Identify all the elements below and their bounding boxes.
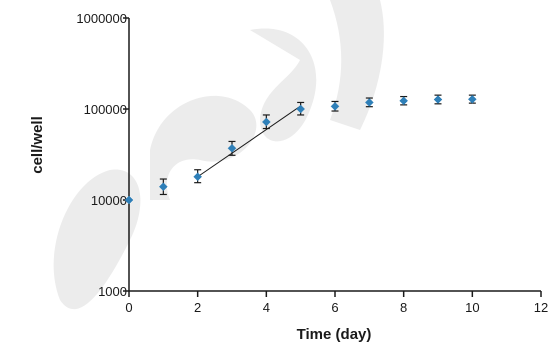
data-point [124,195,134,205]
x-tick-label: 8 [400,300,407,315]
x-tick-label: 12 [534,300,548,315]
data-point [467,94,477,104]
data-point [296,104,306,114]
data-point [399,96,409,106]
y-tick-label: 10000 [91,193,127,208]
y-axis-ticks: 1000 10000 100000 1000000 [76,11,129,299]
data-point [364,98,374,107]
x-axis-ticks: 0 2 4 6 8 10 12 [125,291,548,315]
data-point [227,143,237,153]
y-tick-label: 1000000 [76,11,127,26]
x-tick-label: 4 [263,300,270,315]
x-axis-title: Time (day) [297,326,372,343]
watermark [53,0,384,310]
x-tick-label: 2 [194,300,201,315]
y-tick-label: 100000 [84,102,127,117]
x-tick-label: 10 [465,300,479,315]
plot-area: 1000 10000 100000 1000000 0 2 4 6 8 10 12 [76,11,548,315]
data-points [124,94,477,205]
fit-line-group [197,105,301,178]
data-point [433,95,443,104]
data-point [330,101,340,111]
x-tick-label: 6 [331,300,338,315]
data-point [158,182,168,192]
y-axis-title: cell/well [29,116,46,174]
data-point [261,117,271,127]
data-point [193,172,203,182]
x-tick-label: 0 [125,300,132,315]
y-tick-label: 1000 [98,284,127,299]
fit-line [197,105,301,178]
